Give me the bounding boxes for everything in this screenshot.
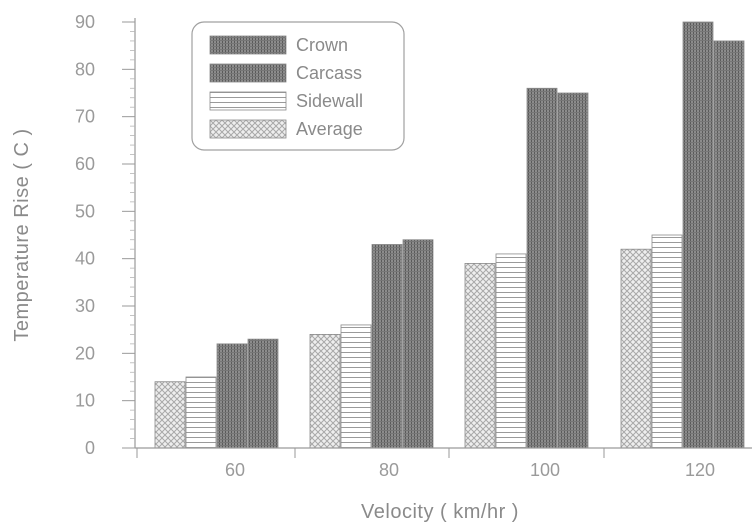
- y-tick-label: 70: [75, 107, 95, 127]
- legend-label-carcass: Carcass: [296, 63, 362, 83]
- y-tick-label: 30: [75, 296, 95, 316]
- legend-label-sidewall: Sidewall: [296, 91, 363, 111]
- y-tick-label: 90: [75, 12, 95, 32]
- bar-carcass-60: [216, 343, 248, 449]
- bar-carcass-100: [526, 87, 558, 449]
- x-tick-label: 100: [530, 460, 560, 480]
- bar-crown-60: [247, 338, 279, 449]
- bar-crown-120: [713, 40, 745, 449]
- x-axis-title: Velocity ( km/hr ): [361, 501, 519, 523]
- x-ticks: 60 80 100 120: [136, 448, 715, 480]
- y-tick-label: 0: [85, 438, 95, 458]
- y-tick-label: 80: [75, 59, 95, 79]
- bar-carcass-80: [371, 244, 403, 449]
- x-tick-label: 120: [685, 460, 715, 480]
- y-tick-label: 50: [75, 201, 95, 221]
- bar-crown-100: [557, 92, 589, 449]
- bar-average-120: [620, 248, 652, 449]
- y-tick-label: 10: [75, 391, 95, 411]
- legend-swatch-carcass: [209, 63, 287, 83]
- y-tick-label: 20: [75, 343, 95, 363]
- plot-area: [154, 21, 745, 449]
- bar-sidewall-100: [495, 253, 527, 449]
- y-tick-label: 60: [75, 154, 95, 174]
- legend: Crown Carcass Sidewall Average: [191, 21, 405, 151]
- bar-carcass-120: [682, 21, 714, 449]
- legend-label-crown: Crown: [296, 35, 348, 55]
- bar-average-60: [154, 381, 186, 449]
- x-tick-label: 80: [379, 460, 399, 480]
- y-ticks: 0 10 20 30 40 50 60 70 80 90: [75, 12, 135, 458]
- x-tick-label: 60: [225, 460, 245, 480]
- legend-swatch-crown: [209, 35, 287, 55]
- bar-crown-80: [402, 239, 434, 449]
- bar-average-80: [309, 333, 341, 449]
- legend-swatch-sidewall: [209, 91, 287, 111]
- y-tick-label: 40: [75, 249, 95, 269]
- legend-swatch-average: [209, 119, 287, 139]
- bar-average-100: [464, 262, 496, 449]
- legend-label-average: Average: [296, 119, 363, 139]
- bar-sidewall-60: [185, 376, 217, 449]
- bar-sidewall-80: [340, 324, 372, 449]
- bar-sidewall-120: [651, 234, 683, 449]
- y-axis-title: Temperature Rise ( C ): [11, 128, 33, 341]
